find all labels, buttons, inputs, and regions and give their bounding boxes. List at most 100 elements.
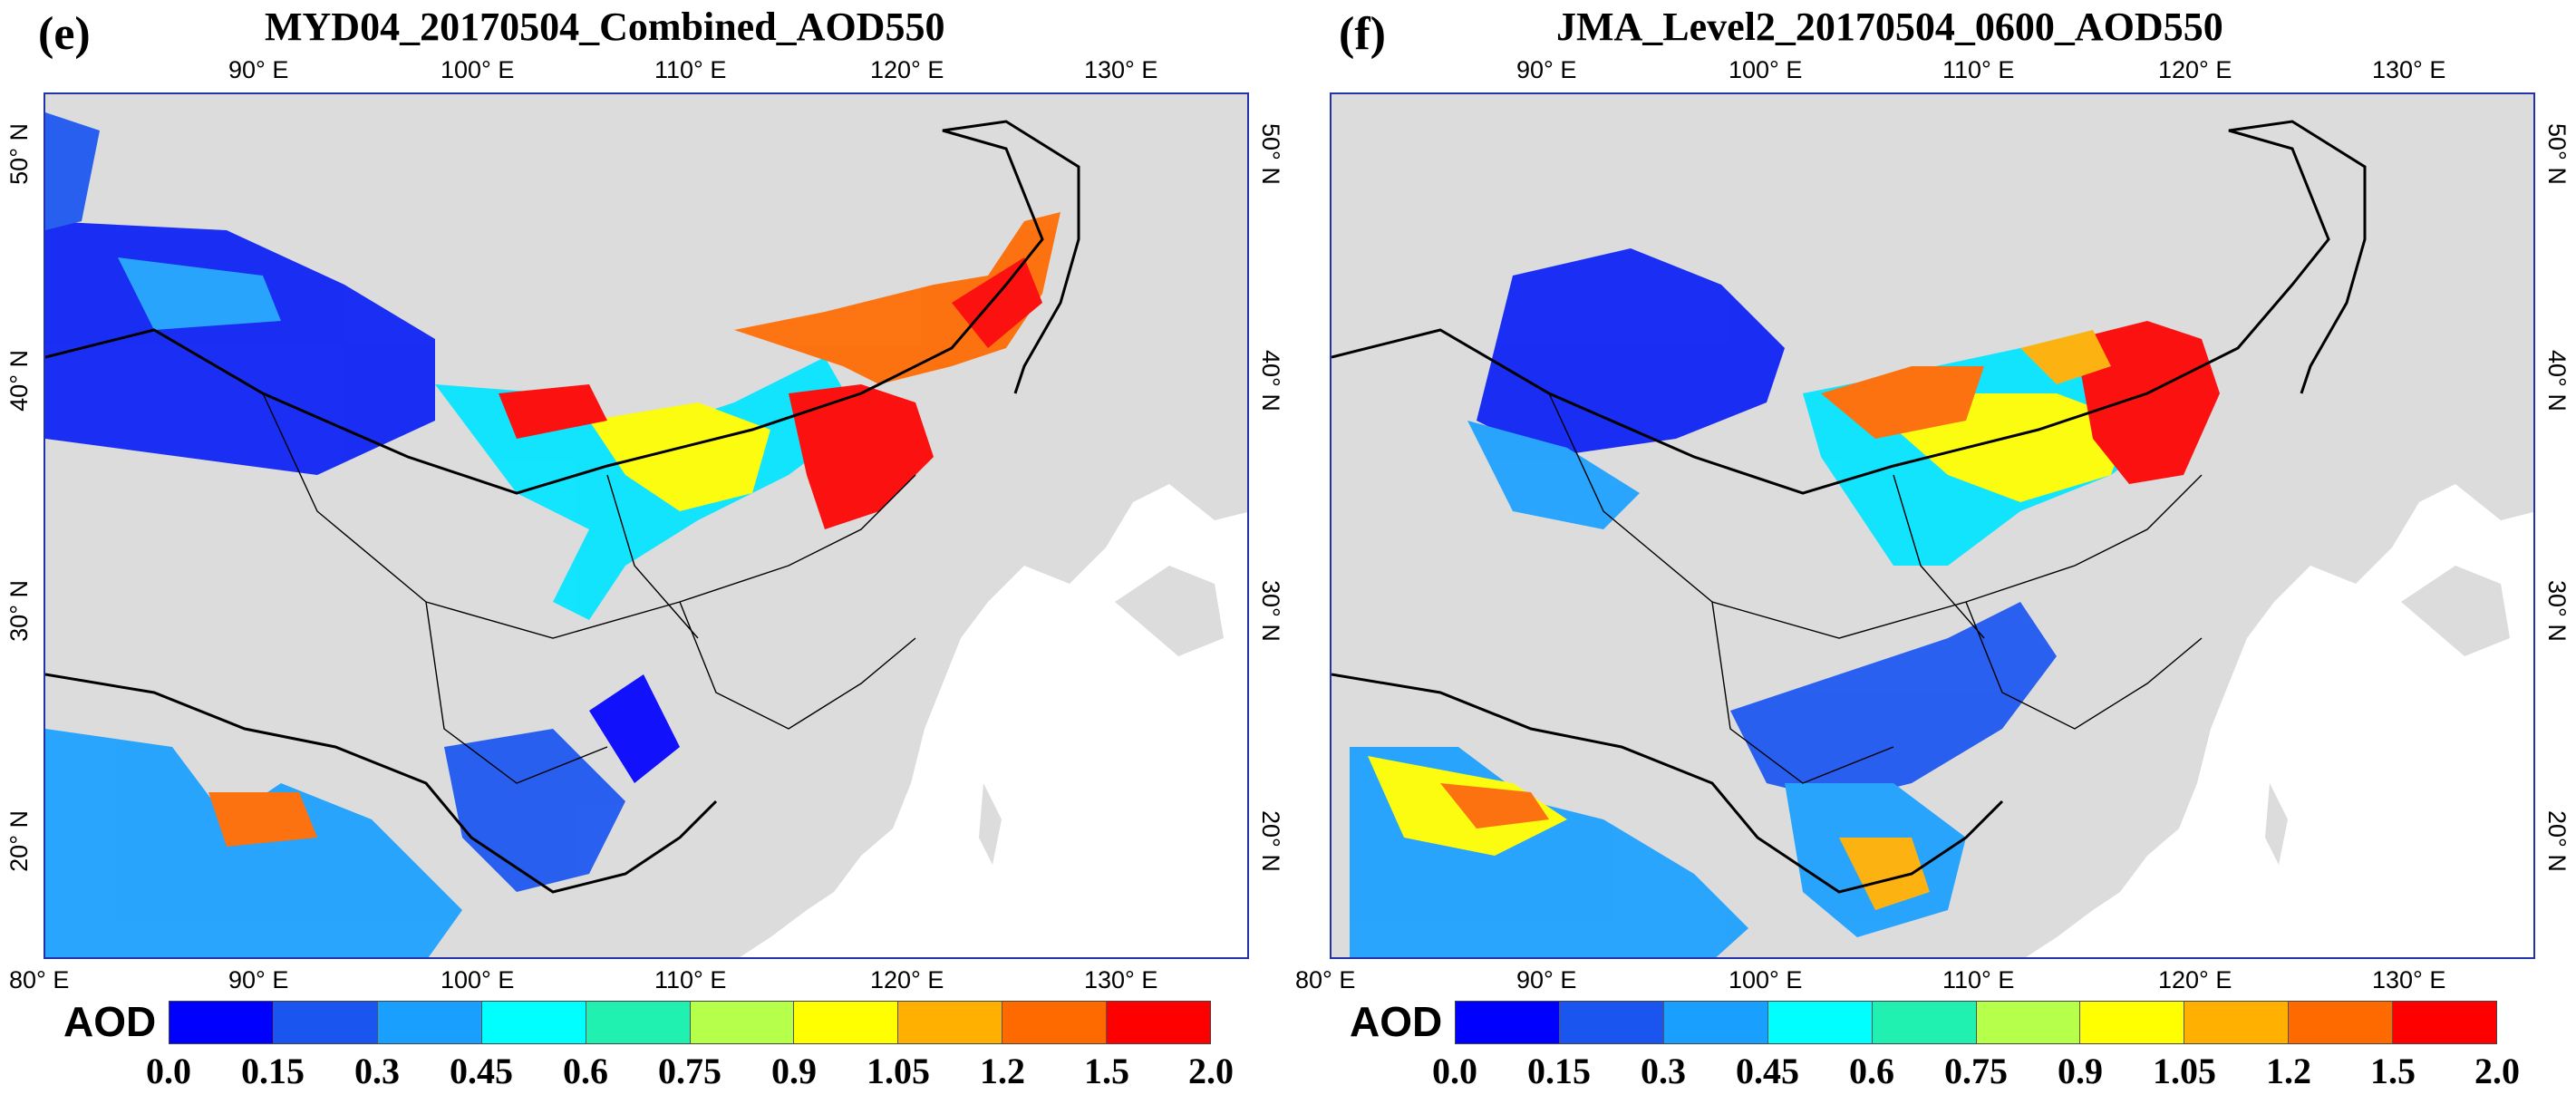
colorbar-swatch xyxy=(1107,1002,1211,1043)
aod-map-svg xyxy=(45,94,1247,957)
aod-region-low xyxy=(45,112,100,230)
lon-tick-bottom: 130° E xyxy=(1084,966,1158,993)
colorbar-tick: 0.0 xyxy=(146,1051,191,1091)
colorbar-tick: 1.05 xyxy=(867,1051,930,1091)
lon-tick-bottom: 90° E xyxy=(228,966,289,993)
colorbar-tick: 1.2 xyxy=(980,1051,1025,1091)
colorbar-swatch xyxy=(690,1002,795,1043)
colorbar-tick: 2.0 xyxy=(1188,1051,1234,1091)
colorbar-swatch xyxy=(2289,1002,2394,1043)
province-line xyxy=(1711,601,1894,784)
aod-region-extreme xyxy=(952,257,1042,348)
lon-tick-bottom: 120° E xyxy=(2158,966,2232,993)
hainan-island xyxy=(671,901,707,942)
aod-map-modis xyxy=(44,92,1249,959)
border-line xyxy=(45,120,1080,495)
colorbar-tick: 0.6 xyxy=(563,1051,608,1091)
country-borders xyxy=(45,120,1080,894)
colorbar-swatch xyxy=(273,1002,378,1043)
border-line xyxy=(45,673,718,894)
lat-tick-right: 40° N xyxy=(2543,350,2571,412)
colorbar-tick: 0.75 xyxy=(1944,1051,2008,1091)
aod-map-svg xyxy=(1332,94,2533,957)
panel-label: (f) xyxy=(1339,8,1386,60)
border-line xyxy=(1332,120,2367,495)
lat-tick-right: 30° N xyxy=(1257,580,1284,642)
border-line xyxy=(1332,673,2004,894)
taiwan-island xyxy=(979,783,1002,865)
aod-region-high xyxy=(589,402,770,511)
panel-e: (e) MYD04_20170504_Combined_AOD550 90° E… xyxy=(5,5,1284,1091)
colorbar-tick: 0.9 xyxy=(2058,1051,2103,1091)
colorbar-label: AOD xyxy=(63,998,157,1045)
colorbar-tick: 0.9 xyxy=(771,1051,817,1091)
province-line xyxy=(679,601,916,730)
province-line xyxy=(1548,392,2203,639)
lat-tick-right: 30° N xyxy=(2543,580,2571,642)
japan-land xyxy=(1115,566,1224,656)
lon-tick-bottom: 130° E xyxy=(2372,966,2446,993)
colorbar-swatch xyxy=(898,1002,1003,1043)
colorbar-swatch xyxy=(794,1002,899,1043)
sea-gap xyxy=(1006,611,1097,693)
aod-overlay xyxy=(1350,248,2220,957)
colorbar-tick: 2.0 xyxy=(2474,1051,2520,1091)
colorbar-swatch xyxy=(1456,1002,1560,1043)
aod-region-low xyxy=(1730,602,2057,801)
lat-tick-left: 30° N xyxy=(5,580,33,642)
province-borders xyxy=(1548,392,2203,784)
lon-tick-top: 110° E xyxy=(1942,56,2015,83)
japan-land xyxy=(2401,566,2510,656)
lon-tick-top: 100° E xyxy=(441,56,515,83)
colorbar-swatch xyxy=(1559,1002,1664,1043)
panel-title: MYD04_20170504_Combined_AOD550 xyxy=(265,5,945,49)
colorbar-swatch xyxy=(169,1002,274,1043)
province-line xyxy=(606,474,699,639)
lon-tick-bottom: 100° E xyxy=(1729,966,1803,993)
colorbar-swatch xyxy=(1767,1002,1873,1043)
lon-tick-bottom: 120° E xyxy=(870,966,944,993)
lon-tick-top: 120° E xyxy=(2158,56,2232,83)
lon-tick-bottom: 90° E xyxy=(1516,966,1577,993)
colorbar-tick: 0.0 xyxy=(1432,1051,1477,1091)
colorbar-swatch xyxy=(2184,1002,2290,1043)
colorbar-tick: 1.2 xyxy=(2266,1051,2311,1091)
lon-tick-top: 100° E xyxy=(1729,56,1803,83)
sea-gap xyxy=(2292,611,2383,693)
lat-tick-right: 50° N xyxy=(1257,123,1284,185)
country-borders xyxy=(1332,120,2367,894)
colorbar-tick: 1.5 xyxy=(1084,1051,1129,1091)
colorbar-swatch xyxy=(1976,1002,2081,1043)
colorbar-swatch xyxy=(1872,1002,1977,1043)
colorbar-tick: 0.15 xyxy=(1527,1051,1591,1091)
colorbar-swatch xyxy=(2393,1002,2497,1043)
colorbar-tick: 0.45 xyxy=(450,1051,513,1091)
lon-tick-top: 120° E xyxy=(870,56,944,83)
panel-title: JMA_Level2_20170504_0600_AOD550 xyxy=(1556,5,2223,49)
colorbar xyxy=(1455,1001,2497,1044)
hainan-island xyxy=(1957,901,1993,942)
colorbar-swatch xyxy=(1002,1002,1108,1043)
colorbar-tick: 1.5 xyxy=(2370,1051,2416,1091)
colorbar-swatch xyxy=(481,1002,586,1043)
lon-tick-bottom: 80° E xyxy=(9,966,70,993)
aod-region-extreme xyxy=(2075,321,2220,484)
lat-tick-right: 40° N xyxy=(1257,350,1284,412)
lat-tick-left: 20° N xyxy=(5,810,33,872)
panel-f: (f) JMA_Level2_20170504_0600_AOD550 90° … xyxy=(1288,0,2576,1095)
lon-tick-bottom: 110° E xyxy=(1942,966,2015,993)
colorbar-tick: 1.05 xyxy=(2153,1051,2216,1091)
lon-tick-top: 90° E xyxy=(1516,56,1577,83)
aod-region-veryhigh xyxy=(1821,366,1984,439)
aod-region-veryhigh xyxy=(208,792,317,847)
panel-label: (e) xyxy=(38,8,91,60)
province-line xyxy=(425,601,608,784)
colorbar-tick: 0.3 xyxy=(354,1051,400,1091)
lat-tick-right: 20° N xyxy=(1257,810,1284,872)
aod-region-extreme xyxy=(499,384,607,439)
aod-region-high xyxy=(1839,838,1930,910)
lon-tick-top: 90° E xyxy=(228,56,289,83)
taiwan-island xyxy=(2265,783,2288,865)
aod-region-veryhigh xyxy=(734,212,1060,384)
colorbar-label: AOD xyxy=(1350,998,1443,1045)
